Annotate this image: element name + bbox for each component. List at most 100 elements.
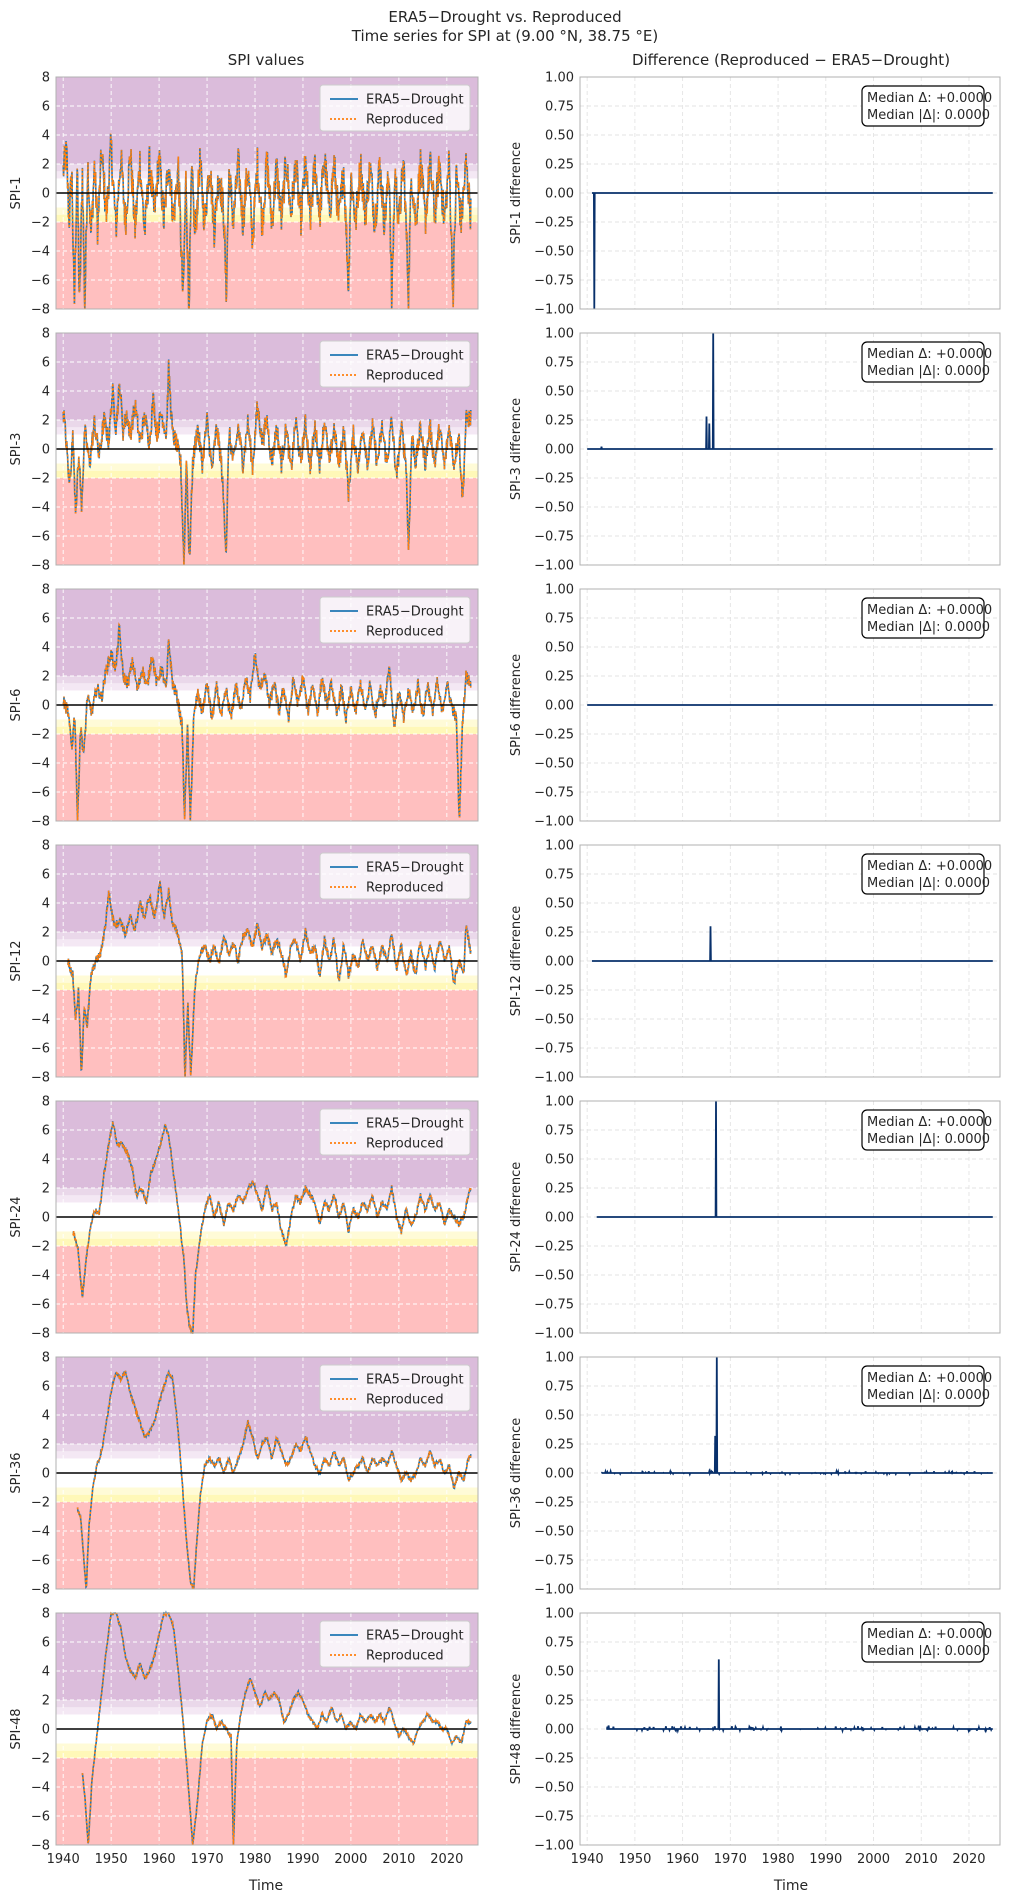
y-tick-label: 0.75 — [545, 612, 574, 627]
y-tick-label: −4 — [31, 1781, 50, 1796]
y-tick-label: −2 — [31, 984, 50, 999]
difference-line — [600, 1356, 993, 1477]
panel-spi-48: 8 6 4 2 0 −2 −4 −6 −8 SPI-48 1940 1950 1960 1970 1980 1… — [9, 1607, 1001, 1867]
y-tick-label: 0.25 — [545, 670, 574, 685]
x-tick-label: 1960 — [666, 1852, 699, 1867]
axes-frame — [55, 1356, 479, 1590]
y-tick-label: −0.25 — [534, 728, 574, 743]
category-band — [56, 1246, 478, 1333]
y-tick-label: 0 — [42, 955, 50, 970]
y-tick-label: 4 — [42, 897, 50, 912]
legend-box — [319, 1364, 471, 1412]
y-tick-label: 8 — [42, 327, 50, 342]
category-band — [56, 734, 478, 821]
y-tick-label: −4 — [31, 245, 50, 260]
y-tick-label: 0.00 — [545, 1723, 574, 1738]
y-tick-label: −0.50 — [534, 1525, 574, 1540]
y-tick-label: 0.00 — [545, 443, 574, 458]
right-x-axis-label: Time — [773, 1878, 808, 1894]
y-tick-label: −4 — [31, 1525, 50, 1540]
y-tick-label: 0.25 — [545, 1438, 574, 1453]
y-tick-label: −0.25 — [534, 1752, 574, 1767]
y-tick-label: 6 — [42, 868, 50, 883]
y-tick-label: −8 — [31, 815, 50, 830]
y-axis-label: SPI-3 difference — [509, 398, 524, 500]
axes-frame — [579, 1100, 1001, 1334]
y-tick-label: −8 — [31, 1327, 50, 1342]
series-line-reproduced — [67, 880, 472, 1078]
stats-median-delta: Median Δ: +0.0000 — [867, 1371, 992, 1386]
difference-line — [606, 1659, 993, 1734]
y-tick-label: 0.50 — [545, 1153, 574, 1168]
y-tick-label: 2 — [42, 1438, 50, 1453]
y-tick-label: −0.75 — [534, 1554, 574, 1569]
category-band — [56, 1758, 478, 1845]
panel-spi-3: 8 6 4 2 0 −2 −4 −6 −8 SPI-3 ERA5−Drought Reproduced… — [9, 327, 1001, 574]
category-band — [56, 990, 478, 1077]
y-tick-label: 2 — [42, 1694, 50, 1709]
x-tick-label: 1980 — [762, 1852, 795, 1867]
category-band — [56, 1195, 478, 1203]
y-tick-label: 2 — [42, 1182, 50, 1197]
stats-box — [861, 1109, 985, 1151]
category-band — [56, 726, 478, 734]
figure-title: ERA5−Drought vs. Reproduced — [388, 8, 621, 26]
y-axis-label: SPI-24 — [9, 1196, 24, 1237]
y-tick-label: −0.50 — [534, 1781, 574, 1796]
category-band — [56, 1700, 478, 1708]
y-tick-label: −0.50 — [534, 245, 574, 260]
axes-frame — [579, 588, 1001, 822]
y-tick-label: 1.00 — [545, 1351, 574, 1366]
y-tick-label: 0.75 — [545, 356, 574, 371]
y-tick-label: 4 — [42, 1409, 50, 1424]
y-tick-label: −1.00 — [534, 815, 574, 830]
x-tick-label: 1950 — [95, 1852, 128, 1867]
y-tick-label: 6 — [42, 612, 50, 627]
y-tick-label: −0.50 — [534, 757, 574, 772]
y-tick-label: 4 — [42, 1665, 50, 1680]
y-tick-label: 6 — [42, 1124, 50, 1139]
category-band — [56, 214, 478, 222]
y-tick-label: −0.50 — [534, 1269, 574, 1284]
panel-spi-6: 8 6 4 2 0 −2 −4 −6 −8 SPI-6 ERA5−Drought Reproduced… — [9, 583, 1001, 830]
x-tick-label: 1950 — [618, 1852, 651, 1867]
axes-frame — [579, 76, 1001, 310]
stats-box — [861, 1621, 985, 1663]
y-tick-label: −1.00 — [534, 1327, 574, 1342]
category-band — [56, 1494, 478, 1502]
stats-median-abs-delta: Median |Δ|: 0.0000 — [867, 1644, 990, 1659]
y-axis-label: SPI-48 difference — [509, 1674, 524, 1785]
y-tick-label: 1.00 — [545, 839, 574, 854]
stats-median-delta: Median Δ: +0.0000 — [867, 859, 992, 874]
y-tick-label: −0.75 — [534, 274, 574, 289]
y-tick-label: 0 — [42, 187, 50, 202]
axes-frame — [55, 844, 479, 1078]
y-tick-label: 8 — [42, 583, 50, 598]
y-tick-label: 8 — [42, 1095, 50, 1110]
category-band — [56, 676, 478, 684]
y-tick-label: 4 — [42, 1153, 50, 1168]
stats-median-abs-delta: Median |Δ|: 0.0000 — [867, 364, 990, 379]
legend-label-reproduced: Reproduced — [366, 881, 444, 896]
stats-box — [861, 597, 985, 639]
category-band — [56, 1451, 478, 1459]
y-tick-label: −0.25 — [534, 216, 574, 231]
axes-frame — [55, 76, 479, 310]
y-tick-label: 0 — [42, 1211, 50, 1226]
stats-median-delta: Median Δ: +0.0000 — [867, 1115, 992, 1130]
y-tick-label: −8 — [31, 1583, 50, 1598]
y-tick-label: 0.00 — [545, 187, 574, 202]
stats-median-abs-delta: Median |Δ|: 0.0000 — [867, 1388, 990, 1403]
y-tick-label: 0.50 — [545, 641, 574, 656]
y-tick-label: 0.25 — [545, 926, 574, 941]
y-axis-label: SPI-6 difference — [509, 654, 524, 756]
y-tick-label: 8 — [42, 839, 50, 854]
y-tick-label: 0 — [42, 1723, 50, 1738]
category-band — [56, 1231, 478, 1239]
x-tick-label: 1940 — [47, 1852, 80, 1867]
y-tick-label: −1.00 — [534, 1583, 574, 1598]
y-axis-label: SPI-6 — [9, 689, 24, 722]
y-tick-label: 4 — [42, 641, 50, 656]
y-tick-label: −6 — [31, 1554, 50, 1569]
y-tick-label: −4 — [31, 1269, 50, 1284]
